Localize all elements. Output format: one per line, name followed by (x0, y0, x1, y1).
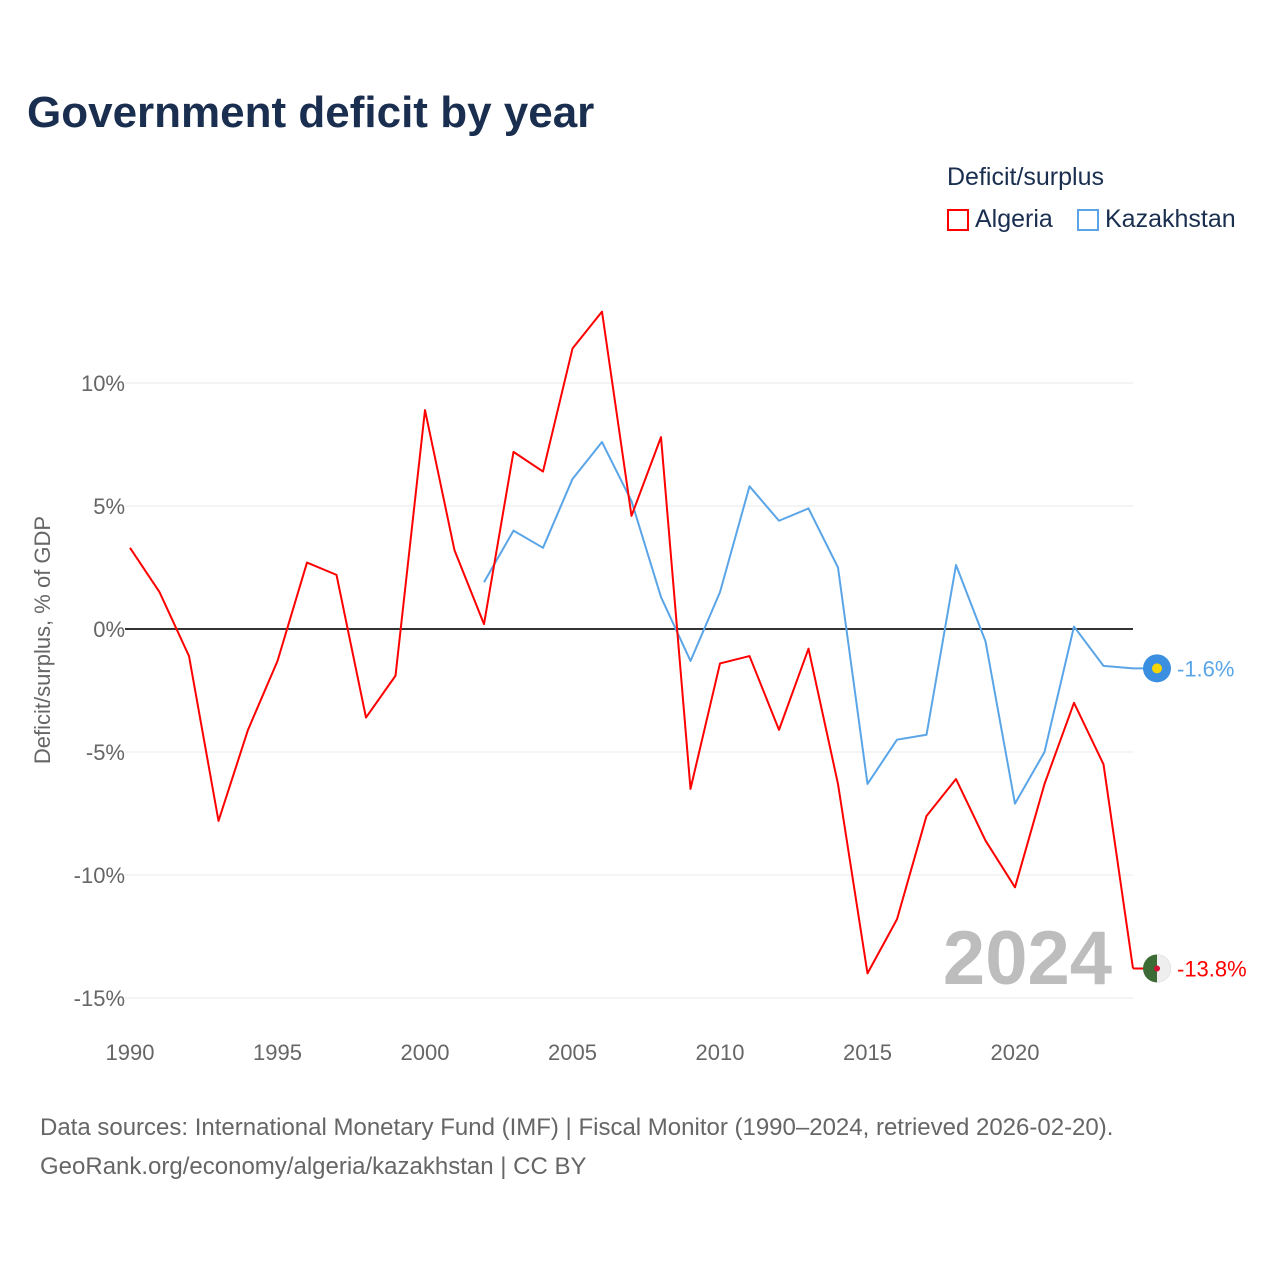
x-tick-label: 2020 (991, 1040, 1040, 1065)
source-line-1: Data sources: International Monetary Fun… (40, 1114, 1114, 1141)
legend-item-algeria[interactable]: Algeria (947, 205, 1053, 234)
series-line-algeria (129, 310, 1134, 975)
y-tick-label: -15% (74, 986, 125, 1011)
legend-label: Kazakhstan (1105, 205, 1236, 233)
series-line-kazakhstan (483, 441, 1134, 805)
x-tick-label: 2005 (548, 1040, 597, 1065)
source-line-2[interactable]: GeoRank.org/economy/algeria/kazakhstan |… (40, 1153, 587, 1180)
x-tick-label: 2015 (843, 1040, 892, 1065)
legend-title: Deficit/surplus (947, 163, 1104, 191)
x-tick-label: 1990 (106, 1040, 155, 1065)
x-tick-label: 2000 (401, 1040, 450, 1065)
flag-sun-kazakhstan (1152, 663, 1162, 674)
y-tick-label: -5% (86, 740, 125, 765)
legend-swatch-algeria (947, 208, 969, 231)
y-tick-label: 5% (93, 494, 125, 519)
y-tick-label: 0% (93, 617, 125, 642)
flag-crescent-algeria (1154, 965, 1160, 972)
legend-swatch-kazakhstan (1077, 208, 1099, 231)
y-tick-label: 10% (81, 371, 125, 396)
end-value-label-algeria: -13.8% (1177, 956, 1247, 981)
x-tick-label: 1995 (253, 1040, 302, 1065)
year-watermark: 2024 (943, 916, 1112, 1001)
x-tick-label: 2010 (696, 1040, 745, 1065)
legend-item-kazakhstan[interactable]: Kazakhstan (1077, 205, 1236, 234)
legend-label: Algeria (975, 205, 1053, 233)
y-axis-label: Deficit/surplus, % of GDP (30, 516, 55, 764)
y-tick-label: -10% (74, 863, 125, 888)
end-value-label-kazakhstan: -1.6% (1177, 656, 1234, 681)
source-note: Data sources: International Monetary Fun… (40, 1108, 1113, 1186)
flag-half-algeria (1157, 954, 1171, 983)
chart-title: Government deficit by year (27, 88, 595, 137)
